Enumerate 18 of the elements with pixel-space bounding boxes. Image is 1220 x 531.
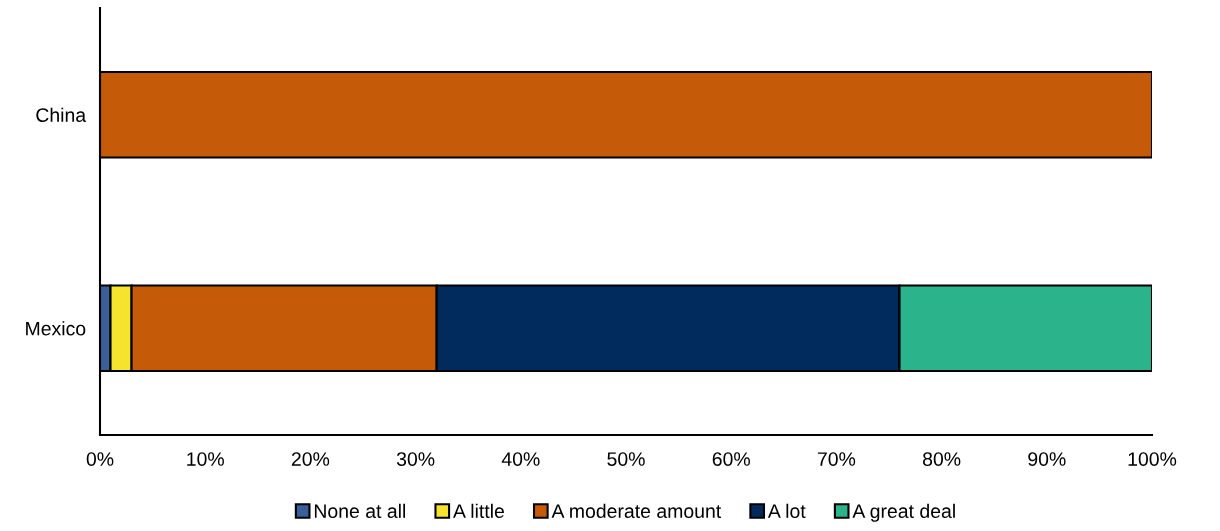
x-tick-label: 100% (1128, 452, 1177, 466)
legend-label: A great deal (852, 503, 955, 522)
x-tick-label: 50% (607, 452, 645, 466)
legend-label: A lot (767, 503, 806, 519)
x-tick-label: 10% (187, 452, 224, 466)
legend-label: A moderate amount (551, 503, 722, 519)
legend-label: A little (453, 503, 504, 519)
legend-label: None at all (314, 503, 405, 519)
x-tick-label: 0% (86, 452, 114, 466)
x-tick-label: 40% (501, 452, 540, 466)
x-tick-label: 70% (817, 452, 856, 466)
x-tick-label: 20% (291, 452, 330, 466)
x-tick-label: 60% (712, 452, 750, 466)
x-tick-label: 90% (1028, 452, 1066, 466)
x-tick-label: 30% (396, 452, 435, 466)
y-tick-label: Mexico (26, 321, 86, 336)
y-tick-label: China (36, 107, 87, 122)
x-tick-label: 80% (922, 452, 961, 466)
